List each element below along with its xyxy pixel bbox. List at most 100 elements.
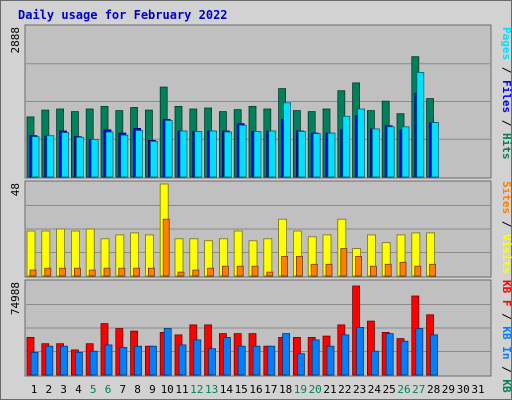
bar-bot-kb-in-day-28 bbox=[430, 334, 439, 376]
x-tick-label-day-6: 6 bbox=[105, 383, 112, 396]
bar-mid-sites-day-11 bbox=[177, 271, 185, 277]
bar-bot-kb-f-day-24 bbox=[366, 320, 375, 376]
bar-mid-sites-day-6 bbox=[103, 267, 111, 277]
x-tick-label-day-13: 13 bbox=[205, 383, 218, 396]
bar-top-pages-day-17 bbox=[268, 130, 277, 178]
bar-top-pages-day-6 bbox=[105, 131, 114, 178]
bar-bot-kb-in-day-21 bbox=[326, 345, 335, 376]
x-tick-label-day-28: 28 bbox=[427, 383, 440, 396]
bar-bot-kb-in-day-24 bbox=[370, 350, 379, 376]
bar-mid-visits-day-1 bbox=[26, 230, 36, 277]
legend-top-segment-3: / bbox=[500, 113, 512, 133]
x-tick-label-day-3: 3 bbox=[60, 383, 67, 396]
bar-top-pages-day-19 bbox=[297, 131, 306, 178]
legend-mid: Sites / Visits bbox=[500, 181, 512, 274]
bar-top-pages-day-7 bbox=[120, 134, 129, 178]
legend-top-segment-2: Files bbox=[500, 80, 512, 113]
bar-bot-kb-in-day-7 bbox=[119, 346, 128, 376]
bar-mid-sites-day-13 bbox=[207, 267, 215, 277]
x-tick-label-day-10: 10 bbox=[161, 383, 174, 396]
bar-bot-kb-in-day-5 bbox=[89, 350, 98, 376]
bar-top-pages-day-3 bbox=[61, 132, 69, 178]
bar-top-pages-day-16 bbox=[253, 131, 262, 178]
legend-top: Pages / Files / Hits bbox=[500, 27, 512, 160]
bar-top-pages-day-14 bbox=[223, 131, 232, 178]
bar-bot-kb-in-day-17 bbox=[267, 345, 276, 376]
bar-bot-kb-in-day-12 bbox=[193, 339, 202, 376]
bar-mid-sites-day-18 bbox=[281, 255, 289, 277]
panel-bot-ymax: 74988 bbox=[9, 282, 22, 315]
bar-mid-sites-day-19 bbox=[295, 255, 303, 277]
x-tick-label-day-16: 16 bbox=[249, 383, 262, 396]
x-tick-label-day-20: 20 bbox=[309, 383, 322, 396]
legend-top-segment-1: / bbox=[500, 60, 512, 80]
bar-mid-sites-day-15 bbox=[236, 265, 244, 277]
bar-mid-sites-day-10 bbox=[162, 218, 170, 277]
bar-mid-sites-day-4 bbox=[74, 267, 81, 277]
bar-mid-sites-day-28 bbox=[429, 263, 437, 277]
legend-bot-segment-4: KB Out bbox=[500, 379, 512, 400]
legend-mid-segment-1: / bbox=[500, 214, 512, 234]
bar-bot-kb-in-day-22 bbox=[341, 334, 350, 376]
bar-bot-kb-in-day-4 bbox=[75, 351, 83, 376]
bar-top-pages-day-15 bbox=[238, 124, 247, 178]
x-tick-label-day-18: 18 bbox=[279, 383, 292, 396]
bar-bot-kb-in-day-6 bbox=[104, 344, 113, 376]
bar-top-pages-day-27 bbox=[416, 72, 425, 178]
x-tick-label-day-15: 15 bbox=[235, 383, 248, 396]
bar-top-pages-day-8 bbox=[135, 130, 144, 178]
legend-top-segment-4: Hits bbox=[500, 133, 512, 160]
bar-top-pages-day-4 bbox=[76, 136, 84, 178]
bar-top-pages-day-9 bbox=[149, 140, 158, 178]
x-axis-labels: 1 2 3 4 5 6 7 8 9 10 11 12 13 14 15 16 17 18 19 20 21 22 23 24 2… bbox=[31, 383, 485, 396]
x-tick-label-day-17: 17 bbox=[264, 383, 277, 396]
bar-top-pages-day-26 bbox=[401, 126, 410, 178]
panel-mid-ymax: 48 bbox=[9, 183, 22, 196]
x-tick-label-day-1: 1 bbox=[31, 383, 38, 396]
legend-top-segment-0: Pages bbox=[500, 27, 512, 60]
bar-mid-sites-day-24 bbox=[369, 265, 377, 277]
bar-bot-kb-in-day-19 bbox=[296, 353, 305, 376]
x-tick-label-day-2: 2 bbox=[45, 383, 52, 396]
legend-mid-segment-2: Visits bbox=[500, 234, 512, 274]
bar-bot-kb-in-day-26 bbox=[400, 340, 409, 376]
bar-top-pages-day-13 bbox=[209, 130, 218, 178]
bar-mid-sites-day-16 bbox=[251, 265, 259, 277]
bar-top-pages-day-12 bbox=[194, 131, 203, 178]
bar-mid-sites-day-8 bbox=[133, 267, 141, 277]
bar-mid-visits-day-11 bbox=[174, 238, 184, 277]
bar-mid-visits-day-5 bbox=[85, 228, 95, 277]
legend-bot: KB F / KB In / KB Out bbox=[500, 280, 512, 400]
chart-title: Daily usage for February 2022 bbox=[18, 8, 228, 22]
bar-bot-kb-in-day-25 bbox=[385, 333, 394, 376]
bar-mid-sites-day-20 bbox=[310, 263, 318, 277]
bar-mid-sites-day-2 bbox=[44, 267, 52, 277]
x-tick-label-day-21: 21 bbox=[323, 383, 336, 396]
bar-bot-kb-in-day-3 bbox=[60, 345, 68, 376]
bars bbox=[26, 56, 440, 376]
x-tick-label-day-9: 9 bbox=[149, 383, 156, 396]
x-tick-label-day-26: 26 bbox=[397, 383, 410, 396]
bar-mid-sites-day-27 bbox=[414, 265, 422, 277]
x-tick-label-day-12: 12 bbox=[190, 383, 203, 396]
bar-top-pages-day-24 bbox=[371, 128, 380, 178]
legend-mid-segment-0: Sites bbox=[500, 181, 512, 214]
x-tick-label-day-7: 7 bbox=[119, 383, 126, 396]
bar-mid-sites-day-5 bbox=[88, 269, 96, 277]
legend-bot-segment-1: / bbox=[500, 307, 512, 327]
bar-top-pages-day-1 bbox=[31, 136, 40, 178]
bar-bot-kb-in-day-16 bbox=[252, 345, 261, 376]
bar-top-pages-day-5 bbox=[90, 138, 99, 178]
bar-bot-kb-in-day-8 bbox=[134, 345, 143, 376]
bar-mid-sites-day-14 bbox=[221, 265, 229, 277]
bar-bot-kb-in-day-14 bbox=[222, 336, 231, 376]
bar-bot-kb-in-day-15 bbox=[237, 345, 246, 376]
x-tick-label-day-27: 27 bbox=[412, 383, 425, 396]
bar-mid-sites-day-25 bbox=[384, 263, 392, 277]
bar-top-pages-day-18 bbox=[283, 102, 292, 178]
bar-mid-sites-day-9 bbox=[147, 267, 155, 277]
bar-bot-kb-in-day-27 bbox=[415, 328, 424, 376]
bar-top-pages-day-20 bbox=[312, 133, 321, 178]
bar-mid-visits-day-17 bbox=[263, 238, 273, 277]
